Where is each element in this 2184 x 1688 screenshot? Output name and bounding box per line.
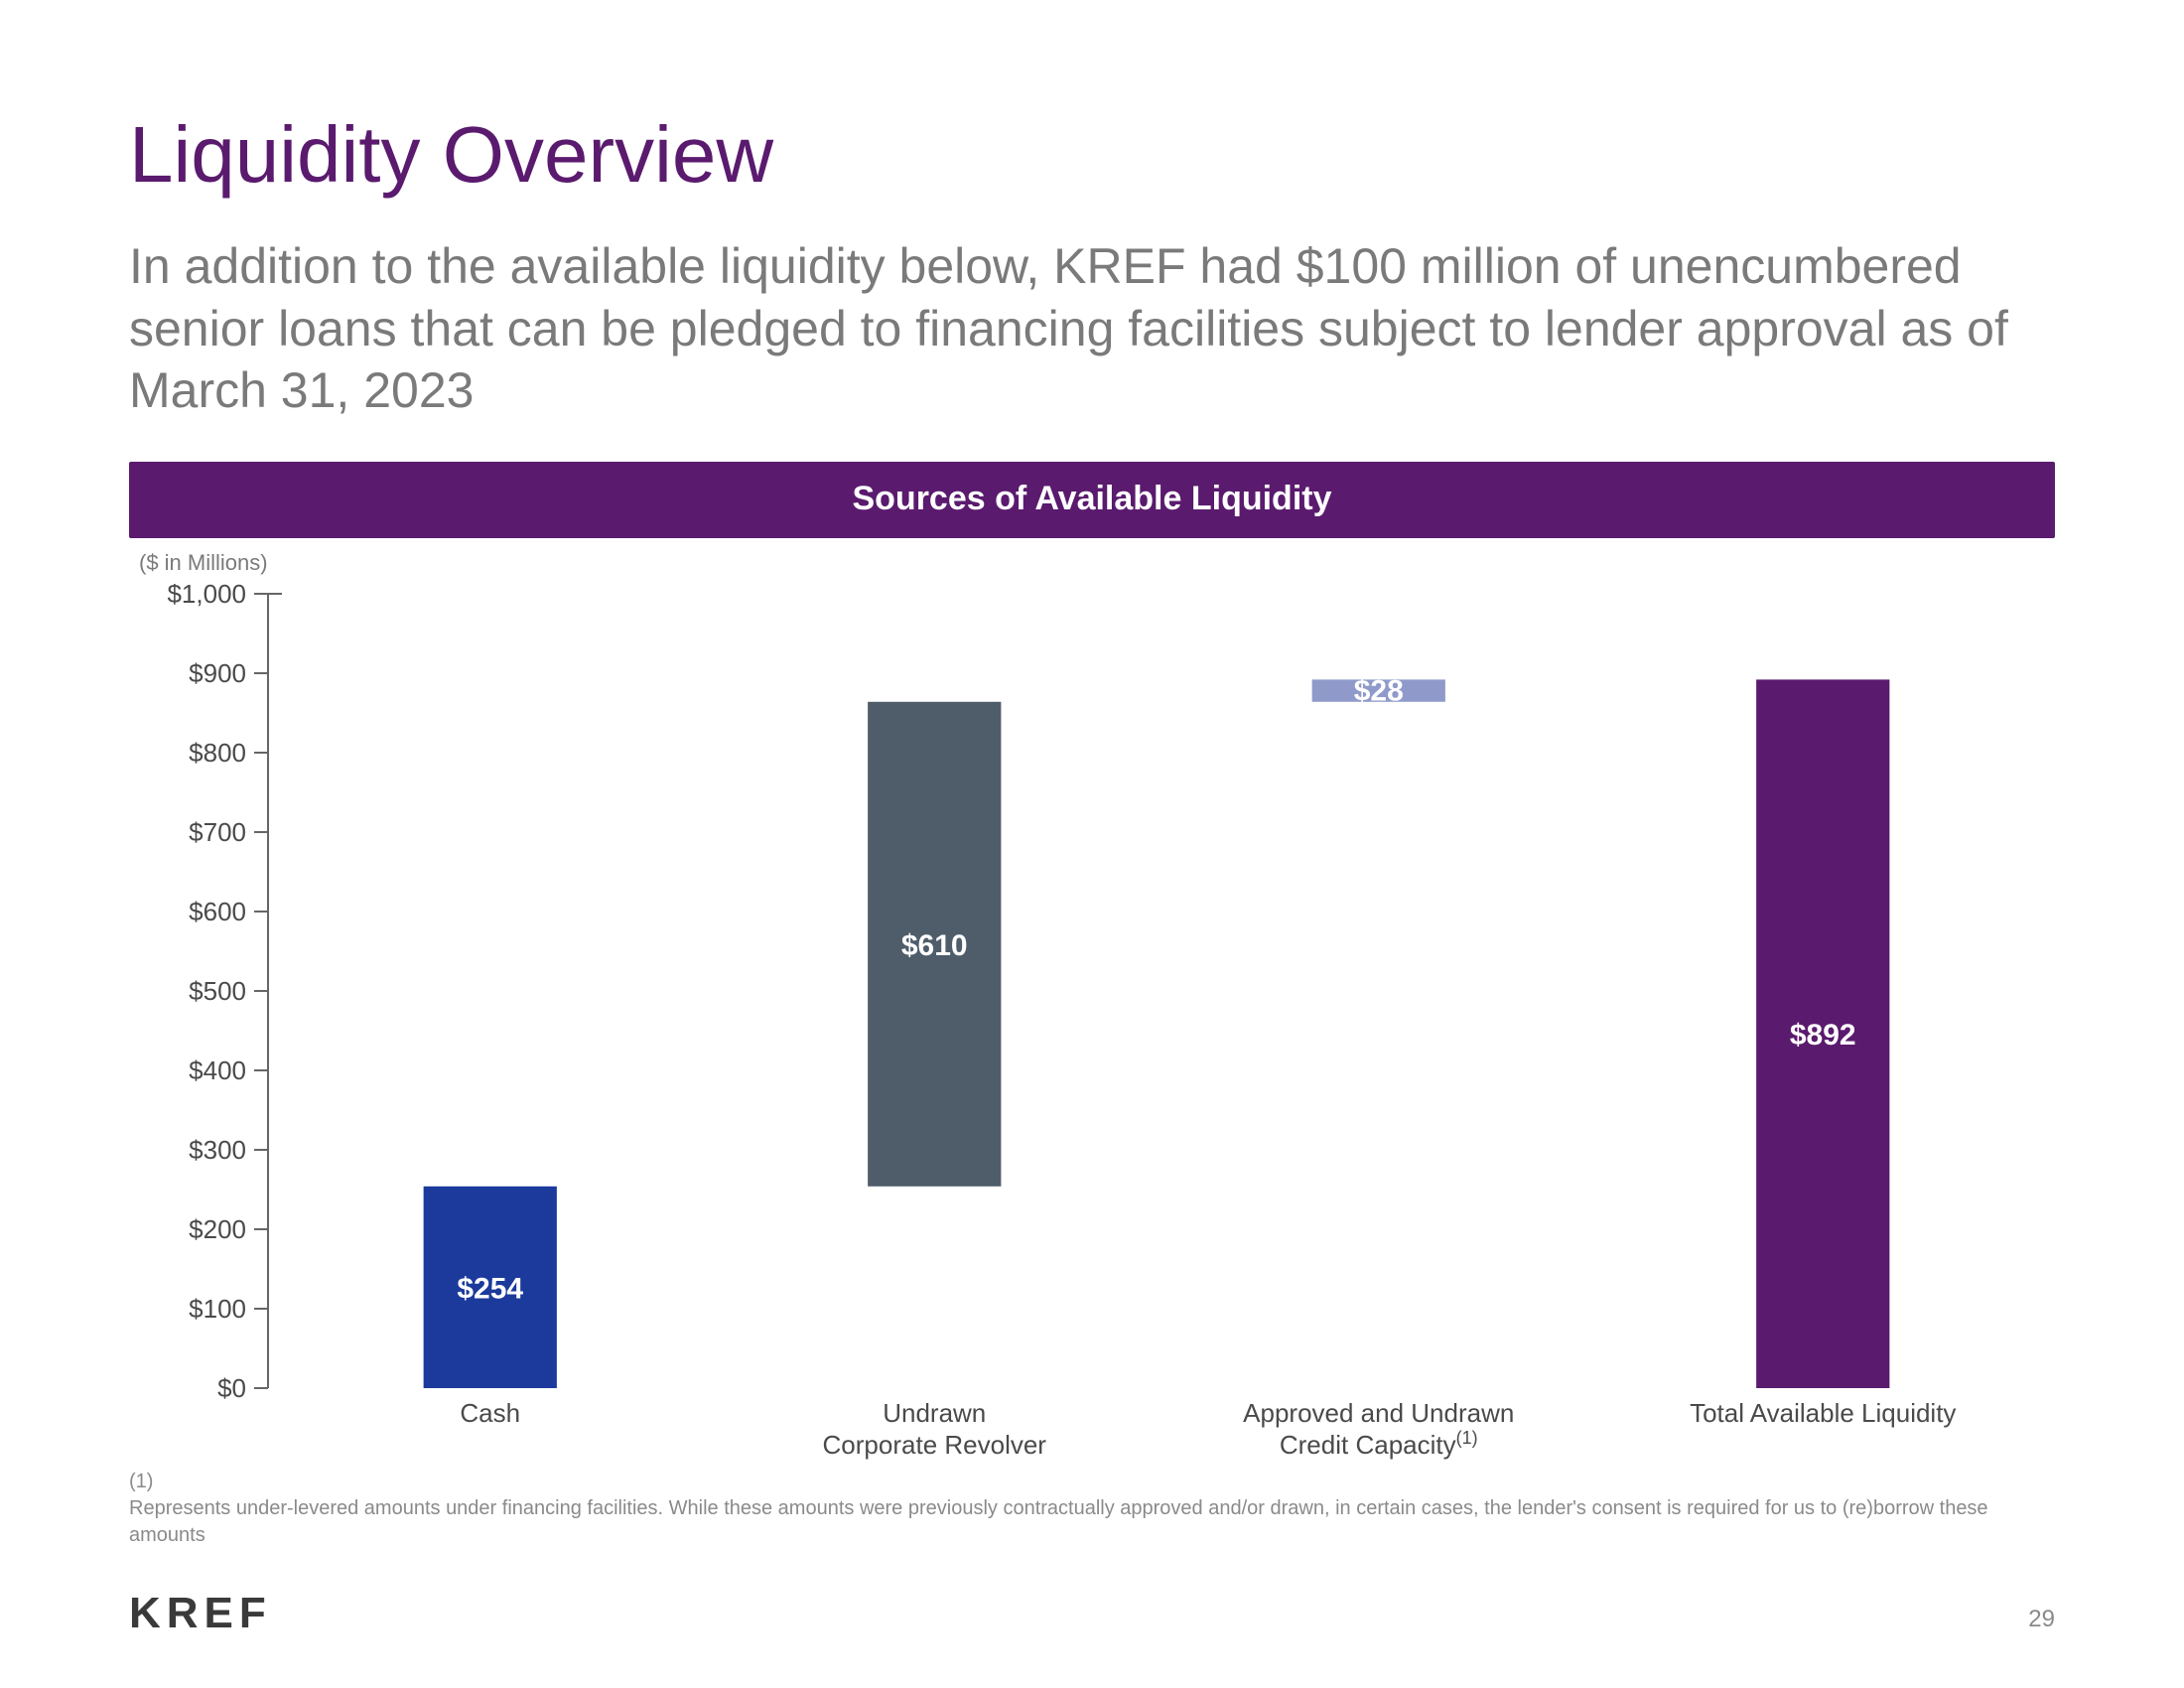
svg-text:$500: $500 <box>189 976 246 1006</box>
footnote-marker: (1) <box>129 1469 174 1495</box>
svg-text:$700: $700 <box>189 817 246 847</box>
svg-text:$610: $610 <box>901 928 968 961</box>
svg-text:$900: $900 <box>189 658 246 688</box>
category-label: Undrawn <box>883 1398 986 1428</box>
page-title: Liquidity Overview <box>129 109 2055 201</box>
chart-unit-label: ($ in Millions) <box>139 550 2055 576</box>
svg-text:$0: $0 <box>217 1373 246 1403</box>
page-subtitle: In addition to the available liquidity b… <box>129 235 2055 422</box>
category-label: Corporate Revolver <box>823 1430 1047 1460</box>
footnote-text: Represents under-levered amounts under f… <box>129 1495 2005 1549</box>
waterfall-chart: $0 $100 $200 $300 $400 $500 $600 $700 $800 $900 $1… <box>129 584 2055 1477</box>
chart-banner: Sources of Available Liquidity <box>129 462 2055 538</box>
svg-text:$600: $600 <box>189 897 246 926</box>
svg-text:$892: $892 <box>1790 1019 1856 1052</box>
logo: KREF <box>129 1589 272 1638</box>
svg-text:$100: $100 <box>189 1294 246 1324</box>
svg-text:$300: $300 <box>189 1135 246 1165</box>
footnote: (1) Represents under-levered amounts und… <box>129 1469 2055 1549</box>
category-label: Cash <box>460 1398 520 1428</box>
page-number: 29 <box>2028 1606 2055 1633</box>
category-label: Total Available Liquidity <box>1690 1398 1956 1428</box>
category-label: Credit Capacity(1) <box>1280 1428 1478 1460</box>
svg-text:$28: $28 <box>1354 674 1404 707</box>
category-label: Approved and Undrawn <box>1243 1398 1514 1428</box>
svg-text:$254: $254 <box>457 1272 523 1305</box>
slide: Liquidity Overview In addition to the av… <box>0 0 2184 1688</box>
svg-text:$1,000: $1,000 <box>167 584 246 609</box>
svg-text:$200: $200 <box>189 1214 246 1244</box>
svg-text:$400: $400 <box>189 1055 246 1085</box>
svg-text:$800: $800 <box>189 738 246 768</box>
